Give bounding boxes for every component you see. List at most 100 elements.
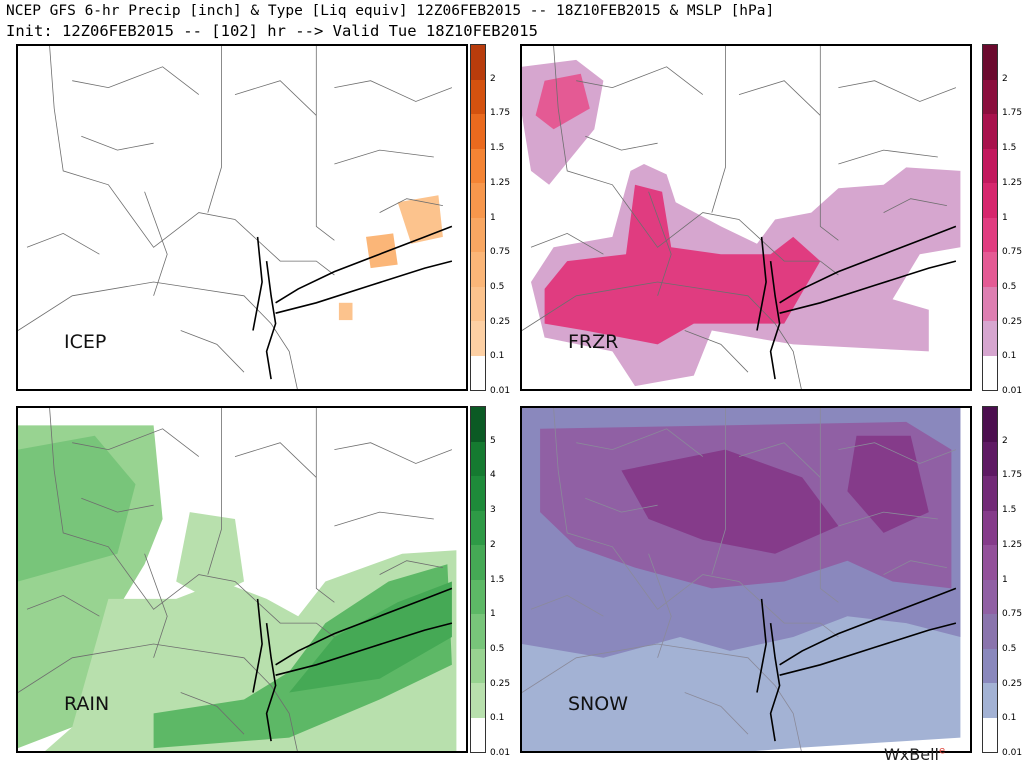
chart-title-line1: NCEP GFS 6-hr Precip [inch] & Type [Liq … — [6, 3, 775, 19]
coastline — [756, 598, 767, 693]
snow-core-area — [621, 449, 839, 554]
county-border-line — [315, 408, 335, 603]
coastline — [275, 622, 453, 676]
colorbar-segment — [983, 355, 997, 390]
rain-hudson-area — [176, 512, 244, 599]
coastline — [756, 236, 767, 331]
colorbar-tick-label: 0.1 — [1002, 351, 1017, 362]
snow-panel-label: SNOW — [568, 693, 629, 715]
colorbar-tick-label: 0.75 — [1002, 247, 1023, 258]
county-border-line — [838, 149, 938, 165]
colorbar-segment — [983, 183, 997, 218]
colorbar-tick-label: 2 — [490, 539, 496, 550]
county-border-line — [530, 594, 604, 617]
county-border-line — [334, 80, 453, 102]
frzr-panel-label: FRZR — [568, 331, 619, 353]
coastline — [779, 622, 957, 676]
colorbar-segment — [471, 683, 485, 718]
colorbar-segment — [471, 286, 485, 321]
rain-core-li-area — [289, 581, 452, 693]
rain-map-panel: RAIN — [16, 406, 468, 753]
colorbar-segment — [983, 217, 997, 252]
rain-colorbar — [470, 406, 486, 753]
colorbar-tick-label: 0.01 — [1002, 748, 1023, 758]
frzr-core-north-area — [535, 73, 590, 130]
colorbar-tick-label: 1.75 — [1002, 470, 1023, 481]
county-border-line — [81, 497, 154, 513]
county-border-line — [207, 46, 222, 213]
county-border-line — [883, 560, 947, 575]
colorbar-segment — [983, 45, 997, 80]
colorbar-tick-label: 0.75 — [1002, 609, 1023, 620]
county-border-line — [838, 442, 957, 464]
colorbar-segment — [471, 355, 485, 390]
colorbar-segment — [471, 79, 485, 114]
colorbar-tick-label: 0.25 — [490, 678, 511, 689]
county-border-line — [144, 553, 168, 658]
county-border-line — [379, 198, 443, 213]
colorbar-segment — [983, 79, 997, 114]
colorbar-tick-label: 1 — [490, 609, 496, 620]
colorbar-segment — [471, 407, 485, 442]
wxbell-logo: WxBelle — [884, 745, 945, 764]
colorbar-segment — [983, 579, 997, 614]
county-border-line — [18, 643, 298, 751]
county-border-line — [576, 66, 704, 95]
colorbar-tick-label: 0.5 — [1002, 281, 1017, 292]
icep-li-area — [338, 302, 353, 321]
county-border-line — [585, 497, 658, 513]
county-border-line — [585, 135, 658, 151]
colorbar-segment — [471, 579, 485, 614]
colorbar-segment — [471, 614, 485, 649]
county-border-line — [648, 191, 672, 296]
colorbar-tick-label: 0.5 — [490, 643, 505, 654]
colorbar-tick-label: 1 — [490, 212, 496, 223]
county-border-line — [26, 232, 100, 255]
colorbar-segment — [471, 545, 485, 580]
icep-map-panel: ICEP — [16, 44, 468, 391]
colorbar-segment — [471, 648, 485, 683]
colorbar-tick-label: 5 — [490, 435, 496, 446]
county-border-line — [522, 281, 802, 389]
colorbar-tick-label: 0.01 — [490, 748, 511, 758]
coastline — [252, 236, 263, 331]
colorbar-segment — [983, 286, 997, 321]
frzr-core-area — [544, 184, 821, 345]
colorbar-segment — [983, 114, 997, 149]
colorbar-tick-label: 0.25 — [490, 316, 511, 327]
colorbar-segment — [983, 614, 997, 649]
coastline — [275, 587, 453, 666]
county-border-line — [838, 80, 957, 102]
frzr-colorbar-ticks: 2 1.75 1.5 1.25 1 0.75 0.5 0.25 0.1 0.01 — [1002, 44, 1024, 396]
county-border-line — [49, 408, 335, 638]
colorbar-segment — [471, 45, 485, 80]
coastline — [275, 225, 453, 304]
colorbar-tick-label: 0.1 — [490, 713, 505, 724]
logo-text: WxBell — [884, 745, 939, 764]
rain-panel-label: RAIN — [64, 693, 110, 715]
colorbar-segment — [983, 717, 997, 752]
colorbar-tick-label: 4 — [490, 470, 496, 481]
icep-east-area — [397, 195, 443, 244]
frzr-colorbar — [982, 44, 998, 391]
county-border-line — [379, 560, 443, 575]
rain-map-svg — [18, 408, 457, 751]
coastline — [265, 622, 277, 742]
colorbar-segment — [471, 321, 485, 356]
snow-colorbar — [982, 406, 998, 753]
icep-colorbar — [470, 44, 486, 391]
county-border-line — [26, 594, 100, 617]
colorbar-segment — [983, 441, 997, 476]
county-border-line — [648, 553, 672, 658]
colorbar-segment — [471, 114, 485, 149]
county-border-line — [234, 80, 317, 116]
rain-core-south-area — [153, 564, 452, 749]
county-border-line — [838, 511, 938, 527]
county-border-line — [180, 330, 245, 373]
coastline — [769, 260, 781, 380]
colorbar-segment — [983, 321, 997, 356]
colorbar-segment — [983, 510, 997, 545]
colorbar-segment — [471, 217, 485, 252]
colorbar-segment — [471, 148, 485, 183]
colorbar-tick-label: 1 — [1002, 574, 1008, 585]
